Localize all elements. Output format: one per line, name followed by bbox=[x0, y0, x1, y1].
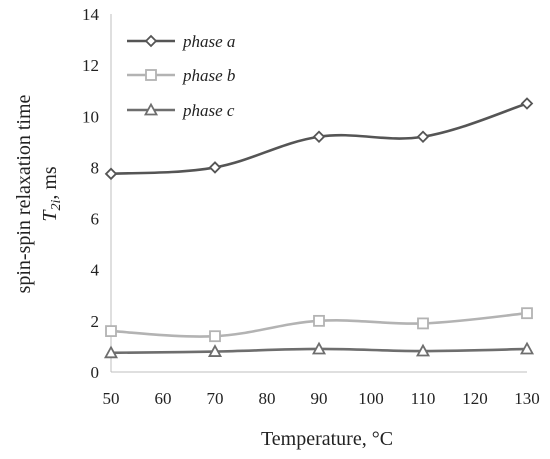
y-axis-title-line1: spin-spin relaxation time bbox=[13, 94, 35, 293]
data-point bbox=[416, 130, 430, 144]
data-point bbox=[520, 97, 534, 110]
data-point bbox=[104, 167, 118, 181]
legend-item: phase b bbox=[127, 66, 235, 85]
x-tick-label: 100 bbox=[358, 389, 384, 408]
x-axis-title: Temperature, °C bbox=[261, 428, 393, 450]
data-point bbox=[208, 161, 222, 174]
x-tick-label: 50 bbox=[103, 389, 120, 408]
data-point bbox=[417, 317, 429, 330]
x-tick-label: 70 bbox=[207, 389, 224, 408]
x-tick-label: 60 bbox=[155, 389, 172, 408]
data-point bbox=[103, 345, 119, 359]
y-axis-subscript: 2i bbox=[49, 200, 64, 211]
data-point bbox=[521, 307, 533, 320]
axes bbox=[110, 14, 527, 373]
series-layer bbox=[103, 97, 535, 359]
y-tick-label: 14 bbox=[82, 5, 100, 24]
legend-label: phase a bbox=[182, 32, 235, 51]
y-axis-symbol: T bbox=[39, 209, 61, 222]
y-tick-label: 0 bbox=[91, 363, 100, 382]
y-tick-label: 10 bbox=[82, 107, 99, 126]
data-point bbox=[313, 314, 325, 327]
series-phase-c bbox=[103, 341, 535, 359]
legend-marker bbox=[143, 102, 159, 116]
x-tick-label: 130 bbox=[514, 389, 540, 408]
legend: phase a phase b phase c bbox=[127, 32, 235, 120]
legend-item: phase c bbox=[127, 101, 235, 120]
legend-label: phase c bbox=[182, 101, 235, 120]
x-tick-label: 90 bbox=[311, 389, 328, 408]
y-tick-label: 12 bbox=[82, 56, 99, 75]
legend-marker bbox=[145, 69, 157, 81]
x-tick-label: 80 bbox=[259, 389, 276, 408]
x-tick-label: 120 bbox=[462, 389, 488, 408]
legend-label: phase b bbox=[182, 66, 235, 85]
data-point bbox=[311, 341, 327, 355]
x-tick-label: 110 bbox=[411, 389, 436, 408]
data-point bbox=[312, 130, 326, 144]
y-axis-unit: , ms bbox=[39, 166, 61, 200]
y-tick-label: 2 bbox=[91, 312, 100, 331]
x-tick-labels: 50 60 70 80 90 100 110 120 130 bbox=[103, 389, 540, 408]
y-tick-label: 4 bbox=[91, 261, 100, 280]
y-tick-label: 8 bbox=[91, 158, 100, 177]
y-tick-label: 6 bbox=[91, 210, 100, 229]
data-point bbox=[207, 344, 223, 357]
data-point bbox=[415, 343, 431, 357]
data-point bbox=[105, 325, 117, 337]
legend-marker bbox=[144, 34, 158, 48]
y-axis-title-line2: T2i, ms bbox=[39, 166, 64, 222]
data-point bbox=[519, 341, 535, 355]
series-phase-a bbox=[104, 97, 534, 181]
legend-item: phase a bbox=[127, 32, 235, 51]
series-phase-b bbox=[105, 307, 533, 343]
data-point bbox=[209, 330, 221, 343]
y-tick-labels: 0 2 4 6 8 10 12 14 bbox=[82, 5, 100, 382]
